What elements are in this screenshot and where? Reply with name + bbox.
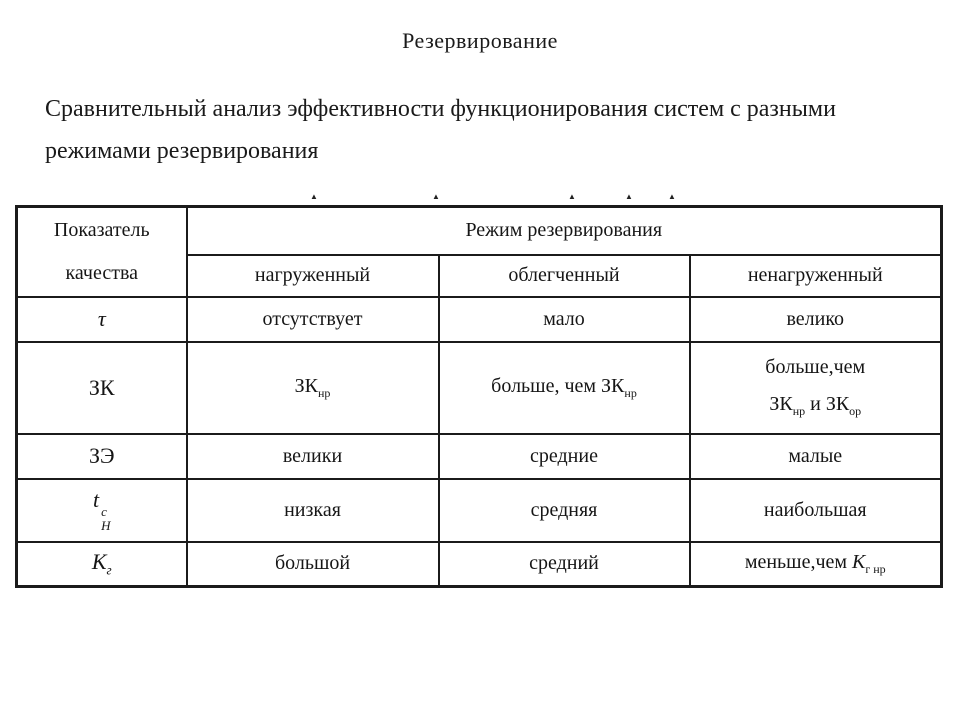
value-cell: низкая: [185, 477, 440, 543]
indicator-cell: τ: [15, 295, 188, 343]
value-cell: меньше,чем Кг нр: [688, 540, 943, 588]
table-header-row-top: Показатель качества Режим резервирования: [15, 205, 943, 298]
slide-subtitle: Сравнительный анализ эффективности функц…: [45, 88, 935, 172]
value-cell: велики: [185, 432, 440, 480]
value-cell: большой: [185, 540, 440, 588]
subtitle-line-1: Сравнительный анализ эффективности функц…: [45, 96, 836, 122]
table-row: τ отсутствует мало велико: [15, 295, 943, 343]
value-cell: отсутствует: [185, 295, 440, 343]
comparison-table: Показатель качества Режим резервирования…: [15, 205, 943, 588]
corner-header-line-2: качества: [65, 261, 139, 284]
value-cell: средние: [437, 432, 691, 480]
column-header-loaded: нагруженный: [185, 253, 440, 298]
indicator-cell: ЗЭ: [15, 432, 188, 480]
scan-artifact-triangle: ▲: [310, 192, 318, 201]
table-row: ЗК ЗКнр больше, чем ЗКнр больше,чем ЗКнр и З…: [15, 340, 943, 435]
corner-header-line-1: Показатель: [53, 218, 150, 241]
value-cell: больше, чем ЗКнр: [437, 340, 691, 435]
column-header-unloaded: ненагруженный: [688, 253, 943, 298]
indicator-cell: ЗК: [15, 340, 188, 435]
column-header-lightened: облегченный: [437, 253, 691, 298]
indicator-cell: Кг: [15, 540, 188, 588]
value-cell: велико: [688, 295, 943, 343]
table-header-row-sub: нагруженный облегченный ненагруженный: [17, 253, 943, 298]
value-cell: средняя: [437, 477, 691, 543]
value-cell: наибольшая: [688, 477, 943, 543]
value-cell: мало: [437, 295, 691, 343]
scan-artifact-triangle: ▲: [668, 192, 676, 201]
scan-artifact-triangle: ▲: [432, 192, 440, 201]
value-cell: ЗКнр: [185, 340, 440, 435]
table-body: τ отсутствует мало велико ЗК ЗКнр больше, чем …: [15, 295, 943, 588]
scan-artifact-triangle: ▲: [625, 192, 633, 201]
value-cell: малые: [688, 432, 943, 480]
page-title: Резервирование: [402, 28, 558, 53]
table-header: Показатель качества Режим резервирования…: [15, 205, 943, 298]
subtitle-line-2: режимами резервирования: [45, 138, 319, 164]
scan-artifact-triangle: ▲: [568, 192, 576, 201]
value-cell: больше,чем ЗКнр и ЗКор: [688, 340, 943, 435]
table-row: Кг большой средний меньше,чем Кг нр: [15, 540, 943, 588]
corner-header-cell: Показатель качества: [15, 205, 188, 298]
scan-artifacts: ▲ ▲ ▲ ▲ ▲: [0, 193, 960, 205]
value-cell: средний: [437, 540, 691, 588]
table-row: ЗЭ велики средние малые: [15, 432, 943, 480]
group-header-cell: Режим резервирования: [185, 205, 943, 256]
